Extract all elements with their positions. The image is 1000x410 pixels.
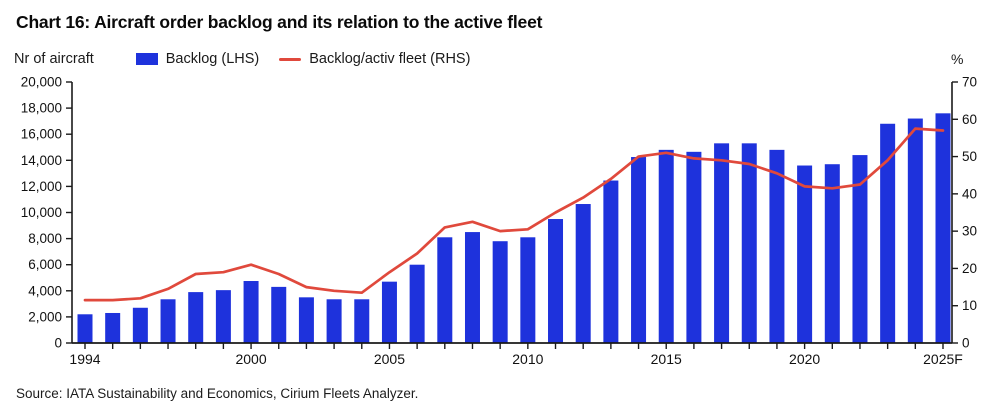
x-axis-tick-label: 2015	[651, 351, 682, 367]
left-axis-tick-label: 18,000	[21, 101, 62, 116]
line-swatch-icon	[279, 57, 302, 61]
x-axis-tick-label: 2005	[374, 351, 405, 367]
ratio-line	[83, 127, 945, 302]
backlog-bar	[271, 286, 287, 343]
left-axis-tick-label: 14,000	[21, 153, 62, 168]
x-axis-tick-label: 2000	[235, 351, 266, 367]
backlog-bar	[880, 123, 896, 343]
right-axis-tick-label: 60	[962, 112, 977, 127]
backlog-bar	[575, 204, 591, 343]
left-axis-tick-label: 2,000	[28, 309, 62, 324]
legend-label-backlog: Backlog (LHS)	[165, 51, 260, 67]
backlog-bar	[298, 297, 314, 343]
backlog-bar	[935, 113, 951, 343]
backlog-bar	[686, 151, 702, 343]
backlog-bar	[381, 281, 397, 343]
backlog-bar	[548, 219, 564, 343]
left-axis-tick-label: 8,000	[28, 231, 62, 246]
left-axis-tick-label: 16,000	[21, 127, 62, 142]
backlog-bar	[603, 180, 619, 343]
backlog-bar	[160, 299, 176, 343]
right-axis-tick-label: 50	[962, 149, 977, 164]
left-axis-tick-label: 10,000	[21, 205, 62, 220]
right-axis-unit-label: %	[951, 51, 964, 67]
backlog-bar	[741, 143, 757, 343]
right-axis-tick-label: 10	[962, 298, 977, 313]
legend: Nr of aircraft Backlog (LHS) Backlog/act…	[14, 51, 490, 67]
left-axis-tick-label: 4,000	[28, 283, 62, 298]
backlog-bar	[769, 149, 785, 343]
backlog-bar	[824, 164, 840, 343]
legend-label-ratio: Backlog/activ fleet (RHS)	[309, 51, 471, 67]
bar-swatch-icon	[135, 53, 158, 65]
backlog-bar	[714, 143, 730, 343]
x-axis-tick-label: 2025F	[923, 351, 963, 367]
right-axis-tick-label: 0	[962, 336, 970, 351]
right-axis-tick-label: 30	[962, 224, 977, 239]
backlog-bar	[77, 314, 93, 343]
backlog-bar	[437, 237, 453, 343]
legend-item-backlog: Backlog (LHS)	[135, 51, 260, 67]
left-axis-tick-label: 0	[54, 336, 62, 351]
backlog-bar	[852, 155, 868, 343]
backlog-bar	[492, 241, 508, 343]
backlog-bar	[658, 149, 674, 343]
backlog-bar	[215, 290, 231, 343]
backlog-bar	[409, 264, 425, 343]
backlog-bar	[631, 157, 647, 343]
backlog-bar	[132, 307, 148, 343]
backlog-bar	[326, 299, 342, 343]
backlog-bar	[243, 281, 259, 343]
backlog-bar	[354, 299, 370, 343]
left-axis-tick-label: 20,000	[21, 75, 62, 90]
chart-canvas: 0 2,000 4,000 6,000 8,000 10,000 12,000 14,000 1…	[21, 75, 977, 368]
left-axis-tick-label: 12,000	[21, 179, 62, 194]
chart-title: Chart 16: Aircraft order backlog and its…	[16, 12, 543, 32]
left-axis-tick-label: 6,000	[28, 257, 62, 272]
source-note: Source: IATA Sustainability and Economic…	[16, 386, 419, 401]
legend-item-ratio: Backlog/activ fleet (RHS)	[279, 51, 470, 67]
x-axis-tick-label: 2020	[789, 351, 820, 367]
left-axis-unit-label: Nr of aircraft	[14, 51, 94, 67]
backlog-bar	[520, 237, 536, 343]
x-axis-tick-label: 2010	[512, 351, 543, 367]
backlog-bar	[797, 165, 813, 343]
right-axis-tick-label: 40	[962, 186, 977, 201]
backlog-bar	[188, 292, 204, 343]
backlog-bar	[105, 312, 121, 343]
backlog-bar	[907, 118, 923, 343]
x-axis-tick-label: 1994	[69, 351, 100, 367]
right-axis-tick-label: 20	[962, 261, 977, 276]
right-axis-tick-label: 70	[962, 75, 977, 90]
backlog-bar	[464, 232, 480, 343]
